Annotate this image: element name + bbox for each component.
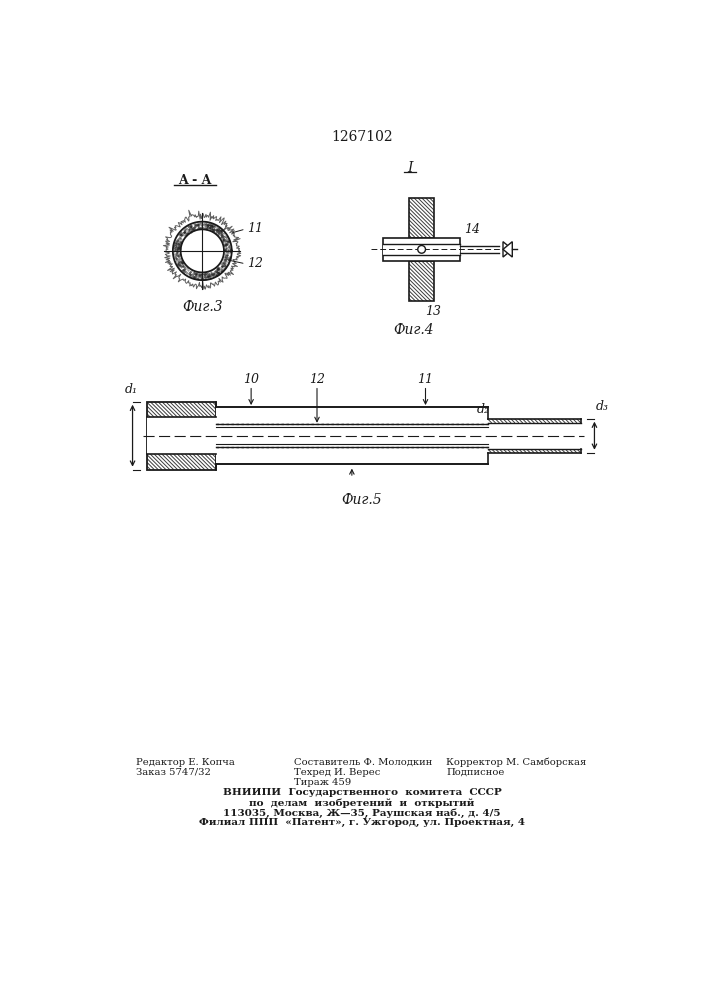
Polygon shape [503, 242, 513, 257]
Bar [383, 244, 460, 255]
Text: 13: 13 [426, 305, 441, 318]
Text: d₂: d₂ [477, 403, 490, 416]
Text: Заказ 5747/32: Заказ 5747/32 [136, 768, 211, 777]
Text: Техред И. Верес: Техред И. Верес [293, 768, 380, 777]
Text: 11: 11 [418, 373, 433, 386]
Text: Фиг.4: Фиг.4 [394, 323, 434, 337]
Bar [146, 417, 216, 454]
Text: d₃: d₃ [596, 400, 609, 413]
Bar [409, 198, 434, 238]
Bar [216, 407, 488, 464]
Bar [146, 402, 216, 470]
Text: Фиг.5: Фиг.5 [341, 493, 382, 507]
Text: 11: 11 [247, 222, 263, 235]
Text: Составитель Ф. Молодкин: Составитель Ф. Молодкин [293, 758, 432, 767]
Bar [409, 261, 434, 301]
Text: A - A: A - A [178, 174, 211, 187]
Bar [383, 238, 460, 261]
Text: 10: 10 [243, 373, 259, 386]
Text: 1267102: 1267102 [331, 130, 393, 144]
Text: d₁: d₁ [124, 383, 137, 396]
Text: ВНИИПИ  Государственного  комитета  СССР: ВНИИПИ Государственного комитета СССР [223, 788, 501, 797]
Text: по  делам  изобретений  и  открытий: по делам изобретений и открытий [250, 798, 474, 808]
Text: 12: 12 [247, 257, 263, 270]
Polygon shape [503, 242, 513, 257]
Text: Фиг.3: Фиг.3 [182, 300, 223, 314]
Text: I: I [407, 161, 413, 175]
Bar [216, 424, 488, 447]
Text: Корректор М. Самборская: Корректор М. Самборская [446, 758, 587, 767]
Text: 12: 12 [309, 373, 325, 386]
Text: Филиал ППП  «Патент», г. Ужгород, ул. Проектная, 4: Филиал ППП «Патент», г. Ужгород, ул. Про… [199, 818, 525, 827]
Text: Подписное: Подписное [446, 768, 505, 777]
Text: 14: 14 [464, 223, 480, 236]
Text: 113035, Москва, Ж—35, Раушская наб., д. 4/5: 113035, Москва, Ж—35, Раушская наб., д. … [223, 808, 501, 818]
Text: Тираж 459: Тираж 459 [293, 778, 351, 787]
Text: Редактор Е. Копча: Редактор Е. Копча [136, 758, 235, 767]
Circle shape [418, 246, 426, 253]
